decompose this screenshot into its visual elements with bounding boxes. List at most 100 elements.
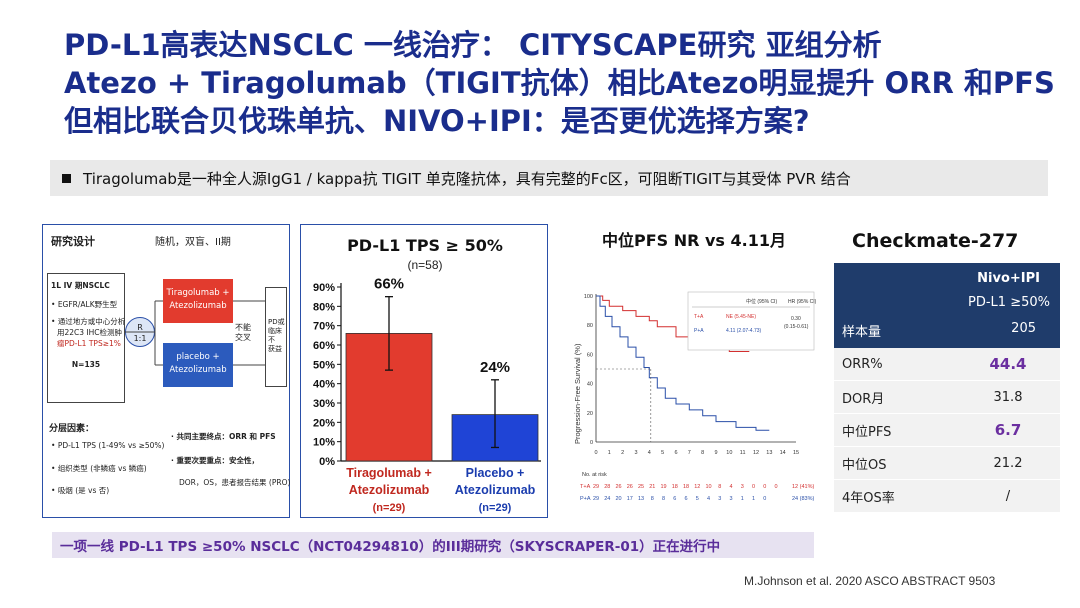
km-risk-count-p: 8 <box>651 496 654 502</box>
cross-line-1: 不能 <box>235 323 251 332</box>
title-line-1: PD-L1高表达NSCLC 一线治疗： CITYSCAPE研究 亚组分析 <box>64 28 882 62</box>
y-tick-label: 30% <box>313 398 335 410</box>
inclusion-item-1: EGFR/ALK野生型 <box>57 300 118 309</box>
bar-category-label: (n=29) <box>479 502 512 514</box>
km-legend-row-1: NE (5.45-NE) <box>726 314 756 320</box>
km-at-risk-label: No. at risk <box>582 472 607 478</box>
km-y-axis-label: Progression-Free Survival (%) <box>573 343 582 444</box>
secondary-endpoint-2: DOR，OS，患者报告结果 (PRO) <box>179 478 291 487</box>
orr-bar-chart-panel: PD-L1 TPS ≥ 50% (n=58) 0% 10% 20% 30% 40% 50%… <box>300 224 548 518</box>
row-key: 中位PFS <box>842 424 892 440</box>
km-x-tick: 13 <box>766 450 772 456</box>
km-legend-row-2: 4.11 (2.07-4.73) <box>726 328 762 334</box>
strat-item-1: PD-L1 TPS (1-49% vs ≥50%) <box>57 441 165 450</box>
km-risk-count-p: 1 <box>741 496 744 502</box>
km-risk-count-p: 4 <box>707 496 710 502</box>
km-x-tick: 8 <box>701 450 704 456</box>
intro-banner: Tiragolumab是一种全人源IgG1 / kappa抗 TIGIT 单克隆… <box>50 160 1048 196</box>
row-value: 6.7 <box>994 421 1022 439</box>
bar-value-label: 66% <box>374 276 404 293</box>
y-tick-label: 0% <box>319 456 335 468</box>
km-x-tick: 2 <box>621 450 624 456</box>
km-risk-label-p: P+A <box>580 496 591 502</box>
km-x-tick: 0 <box>594 450 597 456</box>
pfs-km-panel: 中位PFS NR vs 4.11月 Progression-Free Survi… <box>566 224 822 518</box>
row-key: 4年OS率 <box>842 490 895 506</box>
km-x-tick: 10 <box>726 450 732 456</box>
bullet-square-icon <box>62 173 71 183</box>
strat-item-2: 组织类型 (非鳞癌 vs 鳞癌) <box>57 464 147 473</box>
title-line-2: Atezo + Tiragolumab（TIGIT抗体）相比Atezo明显提升 … <box>64 66 1055 100</box>
km-x-tick: 14 <box>780 450 786 456</box>
km-risk-count-t: 4 <box>729 484 732 490</box>
end-line-3: 获益 <box>268 345 282 353</box>
km-title: 中位PFS NR vs 4.11月 <box>602 231 786 250</box>
km-x-tick: 1 <box>608 450 611 456</box>
design-arrows <box>125 300 265 366</box>
col-header-2: PD-L1 ≥50% <box>968 295 1050 310</box>
row-value: 44.4 <box>989 355 1027 373</box>
title-line-3: 但相比联合贝伐珠单抗、NIVO+IPI：是否更优选择方案? <box>64 104 810 138</box>
table-row: 4年OS率 / <box>834 480 1060 513</box>
y-tick-label: 20% <box>313 417 335 429</box>
end-line-1: PD或 <box>268 318 285 326</box>
bar-category-label: Atezolizumab <box>349 483 430 497</box>
km-risk-count-t: 18 <box>683 484 689 490</box>
km-risk-count-t: 28 <box>604 484 610 490</box>
design-subtitle: 随机，双盲、II期 <box>155 237 231 248</box>
y-tick-label: 80% <box>313 301 335 313</box>
bar-chart-subtitle: (n=58) <box>407 258 442 272</box>
km-x-tick: 11 <box>740 450 746 456</box>
arm1-line-1: Tiragolumab + <box>166 288 230 298</box>
arm1-line-2: Atezolizumab <box>169 301 227 311</box>
km-legend-hr: 0.30 <box>791 316 801 322</box>
km-risk-tail-t: 12 (41%) <box>792 484 814 490</box>
end-line-2: 临床不 <box>268 327 282 344</box>
km-legend-box <box>687 291 815 351</box>
sample-label: 样本量 <box>842 325 882 340</box>
checkmate-table: Nivo+IPI PD-L1 ≥50% 样本量 205 ORR% 44.4 DOR… <box>834 263 1060 513</box>
km-x-tick: 9 <box>714 450 717 456</box>
km-x-tick: 3 <box>634 450 637 456</box>
km-risk-count-p: 8 <box>662 496 665 502</box>
km-x-tick: 12 <box>753 450 759 456</box>
row-value: 31.8 <box>993 389 1023 405</box>
km-risk-tail-p: 24 (83%) <box>792 496 814 502</box>
y-tick-label: 40% <box>313 379 335 391</box>
checkmate-table-header: Nivo+IPI PD-L1 ≥50% 样本量 205 <box>834 263 1060 348</box>
bar-category-label: Placebo + <box>466 466 525 480</box>
slide-title: PD-L1高表达NSCLC 一线治疗： CITYSCAPE研究 亚组分析 Ate… <box>64 26 1074 140</box>
km-y-tick: 20 <box>587 411 593 417</box>
km-y-tick: 80 <box>587 323 593 329</box>
strat-item-3: 吸烟 (是 vs 否) <box>57 486 110 495</box>
km-risk-count-t: 26 <box>615 484 621 490</box>
inclusion-item-4: 瘤PD-L1 TPS≥1% <box>57 339 121 348</box>
row-value: 21.2 <box>993 455 1023 471</box>
y-tick-label: 10% <box>313 437 335 449</box>
km-legend-hr-ci: (0.15-0.61) <box>784 324 809 330</box>
row-key: DOR月 <box>842 391 885 407</box>
study-design-panel: 研究设计 随机，双盲、II期 1L IV 期NSCLC • EGFR/ALK野生… <box>42 224 290 518</box>
km-risk-count-t: 0 <box>763 484 766 490</box>
km-risk-count-t: 12 <box>694 484 700 490</box>
km-legend-header-2: HR (95% CI) <box>788 299 817 305</box>
primary-endpoint: 共同主要终点：ORR 和 PFS <box>176 432 276 441</box>
table-row: 中位PFS 6.7 <box>834 414 1060 447</box>
citation: M.Johnson et al. 2020 ASCO ABSTRACT 9503 <box>744 574 996 588</box>
km-risk-count-t: 29 <box>593 484 599 490</box>
y-tick-label: 60% <box>313 340 335 352</box>
y-tick-label: 50% <box>313 359 335 371</box>
km-risk-count-t: 26 <box>627 484 633 490</box>
arm2-line-2: Atezolizumab <box>169 365 227 375</box>
bar-chart-title: PD-L1 TPS ≥ 50% <box>347 236 503 255</box>
table-row: ORR% 44.4 <box>834 348 1060 381</box>
randomization-ratio: 1:1 <box>133 334 147 343</box>
km-risk-count-p: 20 <box>615 496 621 502</box>
secondary-endpoint: 重要次要重点：安全性， <box>176 456 259 465</box>
km-curve-pa <box>596 295 770 431</box>
km-risk-count-p: 24 <box>604 496 610 502</box>
km-risk-count-p: 13 <box>638 496 644 502</box>
table-row: 中位OS 21.2 <box>834 447 1060 480</box>
km-legend-header-1: 中位 (95% CI) <box>746 298 777 305</box>
km-risk-count-t: 19 <box>660 484 666 490</box>
